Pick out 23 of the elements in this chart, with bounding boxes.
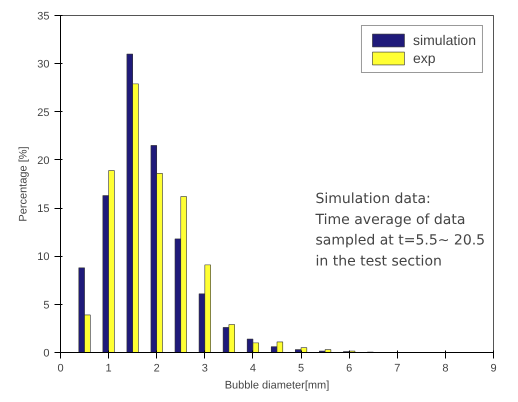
y-tick-label: 25 (37, 106, 50, 119)
annotation: Simulation data: Time average of data sampled at t=5.5~ 20.5 in the test section (314, 191, 486, 270)
x-tick-label: 4 (250, 362, 256, 374)
x-tick-label: 0 (57, 362, 64, 374)
legend-label: exp (412, 50, 436, 66)
y-tick-label: 35 (37, 10, 50, 22)
y-tick-label: 10 (37, 251, 50, 264)
y-tick-label: 20 (37, 154, 50, 167)
x-tick-label: 9 (490, 362, 497, 374)
y-tick-label: 5 (43, 299, 50, 312)
x-tick-label: 7 (394, 362, 400, 374)
x-tick-label: 8 (442, 362, 448, 374)
x-tick-label: 5 (298, 362, 304, 374)
y-tick-label: 30 (37, 58, 50, 71)
x-tick-label: 6 (346, 362, 352, 374)
legend-label: simulation (412, 32, 476, 48)
y-axis-title: Percentage [%] (17, 146, 30, 222)
x-tick-label: 2 (154, 362, 160, 374)
y-tick-label: 15 (37, 203, 50, 216)
x-tick-label: 3 (202, 362, 208, 374)
x-tick-label: 1 (106, 362, 112, 374)
x-axis-title: Bubble diameter[mm] (224, 380, 330, 392)
y-tick-label: 0 (43, 348, 50, 360)
